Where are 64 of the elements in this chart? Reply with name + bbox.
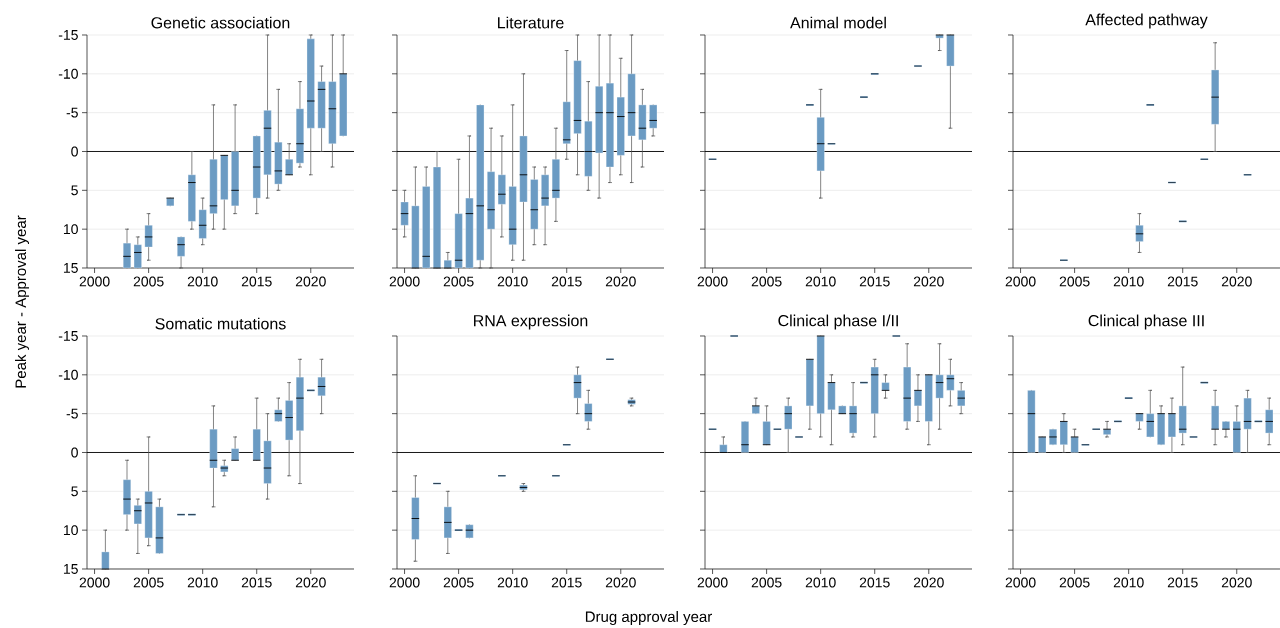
y-tick-label: 10 <box>63 224 78 235</box>
chart-title: Somatic mutations <box>155 317 286 330</box>
x-tick-label: 2005 <box>443 577 474 588</box>
x-tick-label: 2005 <box>443 276 474 287</box>
x-tick-label: 2010 <box>187 577 218 588</box>
x-tick-label: 2010 <box>805 577 836 588</box>
chart-title: Genetic association <box>151 16 290 29</box>
x-tick-label: 2015 <box>241 276 272 287</box>
x-tick-label: 2020 <box>1221 276 1252 287</box>
y-tick-label: -5 <box>66 107 78 118</box>
x-tick-label: 2005 <box>751 276 782 287</box>
x-tick-label: 2000 <box>79 577 110 588</box>
x-tick-label: 2015 <box>551 577 582 588</box>
chart-title: RNA expression <box>474 314 588 330</box>
x-tick-label: 2000 <box>1005 577 1036 588</box>
x-tick-label: 2010 <box>497 276 528 287</box>
y-tick-label: -10 <box>58 369 78 380</box>
x-tick-label: 2020 <box>295 276 326 287</box>
x-tick-label: 2000 <box>79 276 110 287</box>
y-tick-label: 5 <box>71 185 78 196</box>
x-tick-label: 2010 <box>805 276 836 287</box>
y-tick-label: -5 <box>66 408 78 419</box>
y-tick-label: 0 <box>71 146 78 157</box>
x-tick-label: 2015 <box>1167 577 1198 588</box>
y-tick-label: -15 <box>58 30 78 40</box>
y-axis-title: Peak year - Approval year <box>15 215 29 388</box>
y-tick-label: -15 <box>58 331 78 341</box>
x-tick-label: 2000 <box>697 276 728 287</box>
x-tick-label: 2005 <box>1059 276 1090 287</box>
x-tick-label: 2015 <box>859 276 890 287</box>
x-tick-label: 2010 <box>187 276 218 287</box>
x-tick-label: 2005 <box>1059 577 1090 588</box>
x-tick-label: 2000 <box>389 276 420 287</box>
x-tick-label: 2020 <box>913 577 944 588</box>
x-tick-label: 2020 <box>605 577 636 588</box>
y-tick-label: 5 <box>71 486 78 497</box>
chart-title: Literature <box>498 16 564 29</box>
x-tick-label: 2010 <box>1113 577 1144 588</box>
y-tick-label: 15 <box>63 263 78 273</box>
y-tick-label: 15 <box>63 564 78 574</box>
x-tick-label: 2020 <box>913 276 944 287</box>
x-tick-label: 2020 <box>1221 577 1252 588</box>
x-tick-label: 2015 <box>859 577 890 588</box>
x-tick-label: 2020 <box>605 276 636 287</box>
x-tick-label: 2005 <box>751 577 782 588</box>
y-tick-label: 10 <box>63 525 78 536</box>
x-tick-label: 2020 <box>295 577 326 588</box>
x-tick-label: 2000 <box>1005 276 1036 287</box>
y-tick-label: 0 <box>71 447 78 458</box>
x-tick-label: 2015 <box>551 276 582 287</box>
chart-title: Clinical phase III <box>1088 314 1204 330</box>
x-tick-label: 2015 <box>241 577 272 588</box>
chart-title: Animal model <box>790 16 886 29</box>
x-tick-label: 2010 <box>1113 276 1144 287</box>
x-tick-label: 2010 <box>497 577 528 588</box>
chart-title: Affected pathway <box>1085 13 1208 29</box>
x-tick-label: 2000 <box>389 577 420 588</box>
x-tick-label: 2005 <box>133 577 164 588</box>
x-tick-label: 2000 <box>697 577 728 588</box>
y-tick-label: -10 <box>58 68 78 79</box>
x-tick-label: 2005 <box>133 276 164 287</box>
x-tick-label: 2015 <box>1167 276 1198 287</box>
chart-title: Clinical phase I/II <box>778 314 898 330</box>
x-axis-title: Drug approval year <box>585 610 712 625</box>
